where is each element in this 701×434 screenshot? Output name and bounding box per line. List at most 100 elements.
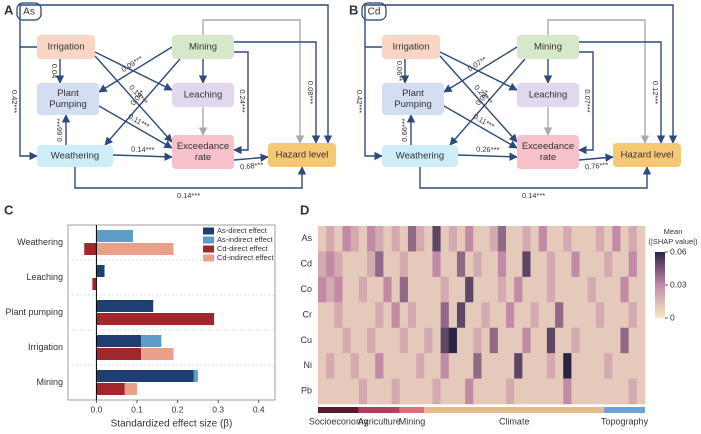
node-label: Exceedance	[522, 141, 574, 152]
x-tick-label: 0.4	[253, 404, 265, 414]
heat-cell	[399, 353, 409, 379]
heat-cell	[563, 378, 572, 405]
heat-cell	[497, 327, 507, 354]
heat-cell	[538, 353, 548, 379]
edge-label: 0.42***	[10, 90, 19, 113]
heat-cell	[367, 276, 376, 303]
heat-cell	[587, 251, 597, 278]
heat-cell	[416, 226, 425, 252]
heat-cell	[555, 378, 564, 405]
heat-cell	[530, 226, 540, 252]
node	[172, 83, 234, 107]
heat-cell	[448, 302, 458, 329]
heat-cell	[595, 327, 605, 354]
heat-cell	[522, 251, 531, 278]
tag-label: As	[23, 7, 35, 18]
panel-letter: A	[4, 2, 14, 17]
edge	[98, 105, 173, 149]
heat-cell	[571, 327, 580, 354]
heat-cell	[383, 353, 392, 379]
heat-cell	[595, 276, 605, 303]
heat-cell	[465, 378, 474, 405]
heat-cell	[416, 251, 425, 278]
edge	[104, 58, 181, 146]
heat-cell	[538, 251, 548, 278]
heat-cell	[375, 251, 384, 278]
row-label: Cu	[300, 335, 312, 345]
node	[517, 135, 579, 169]
heat-cell	[530, 327, 540, 354]
heat-cell	[334, 251, 343, 278]
heat-cell	[465, 251, 474, 278]
heat-cell	[489, 251, 499, 278]
heat-cell	[587, 226, 597, 252]
heat-cell	[350, 353, 360, 379]
heat-cell	[579, 251, 589, 278]
heat-cell	[358, 276, 368, 303]
colorbar-title: Mean	[664, 227, 683, 236]
heat-cell	[612, 327, 621, 354]
heat-cell	[456, 251, 466, 278]
edge	[364, 46, 383, 161]
heat-cell	[506, 327, 515, 354]
heat-cell	[334, 327, 343, 354]
heat-cell	[612, 251, 621, 278]
group-bar	[318, 407, 359, 413]
colorbar-tick-label: 0.06	[670, 246, 687, 256]
heat-cell	[612, 378, 621, 405]
bar	[96, 370, 194, 382]
node-label: Irrigation	[393, 42, 430, 53]
heat-cell	[416, 276, 425, 303]
node-label: Plant	[57, 88, 79, 99]
heat-cell	[489, 378, 499, 405]
legend-label: As-direct effect	[217, 226, 268, 235]
edge	[419, 166, 652, 189]
heat-cell	[456, 378, 466, 405]
heat-cell	[473, 327, 482, 354]
node-label: Hazard level	[276, 150, 329, 161]
colorbar-title: (|SHAP value|)	[648, 237, 698, 246]
node	[613, 143, 681, 167]
node-label: Exceedance	[177, 141, 229, 152]
heat-cell	[636, 327, 646, 354]
node-label: Pumping	[49, 99, 87, 110]
heat-cell	[506, 353, 515, 379]
heat-cell	[465, 327, 474, 354]
heat-cell	[383, 302, 392, 329]
heat-cell	[636, 251, 646, 278]
heat-cell	[530, 251, 540, 278]
heat-cell	[342, 226, 351, 252]
heat-cell	[383, 327, 392, 354]
heat-cell	[358, 378, 368, 405]
heat-cell	[506, 226, 515, 252]
heat-cell	[522, 378, 531, 405]
heat-cell	[514, 378, 523, 405]
heat-cell	[440, 276, 450, 303]
heat-cell	[563, 302, 572, 329]
heat-cell	[620, 378, 629, 405]
heat-cell	[391, 327, 401, 354]
edge	[579, 41, 666, 144]
heat-cell	[358, 302, 368, 329]
edge-label: 0.66***	[400, 118, 409, 141]
bar	[141, 348, 174, 360]
heat-cell	[416, 327, 425, 354]
heat-cell	[620, 353, 629, 379]
edge-label: 0.12***	[651, 81, 660, 104]
heat-cell	[326, 378, 335, 405]
row-label: As	[301, 233, 312, 243]
row-label: Co	[300, 284, 312, 294]
heat-cell	[383, 226, 392, 252]
heat-cell	[440, 353, 450, 379]
heat-cell	[334, 302, 343, 329]
heat-cell	[563, 226, 572, 252]
node	[517, 35, 579, 59]
tag-box	[16, 2, 42, 21]
heat-cell	[367, 378, 376, 405]
y-tick-label: Mining	[36, 377, 63, 387]
edge	[233, 153, 269, 162]
heat-cell	[432, 327, 441, 354]
heat-cell	[440, 327, 450, 354]
row-label: Ni	[304, 360, 313, 370]
heat-cell	[407, 276, 417, 303]
